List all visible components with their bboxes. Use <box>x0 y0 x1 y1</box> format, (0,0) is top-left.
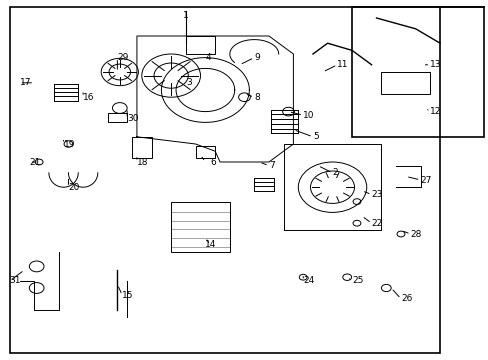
Text: 25: 25 <box>351 276 363 285</box>
Text: 2: 2 <box>332 168 338 177</box>
Text: 20: 20 <box>68 183 80 192</box>
Text: 17: 17 <box>20 78 31 87</box>
Text: 19: 19 <box>63 140 75 149</box>
Text: 27: 27 <box>420 176 431 185</box>
Text: 30: 30 <box>127 114 139 123</box>
Text: 24: 24 <box>303 276 314 285</box>
Text: 3: 3 <box>185 78 191 87</box>
Text: 31: 31 <box>10 276 21 285</box>
Text: 26: 26 <box>400 294 411 303</box>
Text: 6: 6 <box>210 158 216 166</box>
Text: 14: 14 <box>205 240 216 249</box>
Text: 13: 13 <box>429 60 441 69</box>
Text: 7: 7 <box>268 161 274 170</box>
Text: 16: 16 <box>83 93 95 102</box>
Text: 9: 9 <box>254 53 260 62</box>
Text: 15: 15 <box>122 291 134 300</box>
Text: 21: 21 <box>29 158 41 166</box>
Text: 28: 28 <box>410 230 421 239</box>
Text: 8: 8 <box>254 93 260 102</box>
Text: 23: 23 <box>371 190 382 199</box>
Text: 29: 29 <box>117 53 128 62</box>
Text: 18: 18 <box>137 158 148 166</box>
Text: 1: 1 <box>183 11 188 20</box>
Text: 10: 10 <box>303 111 314 120</box>
Text: 11: 11 <box>337 60 348 69</box>
Text: 4: 4 <box>205 53 211 62</box>
Text: 5: 5 <box>312 132 318 141</box>
Text: 12: 12 <box>429 107 441 116</box>
Text: 22: 22 <box>371 219 382 228</box>
